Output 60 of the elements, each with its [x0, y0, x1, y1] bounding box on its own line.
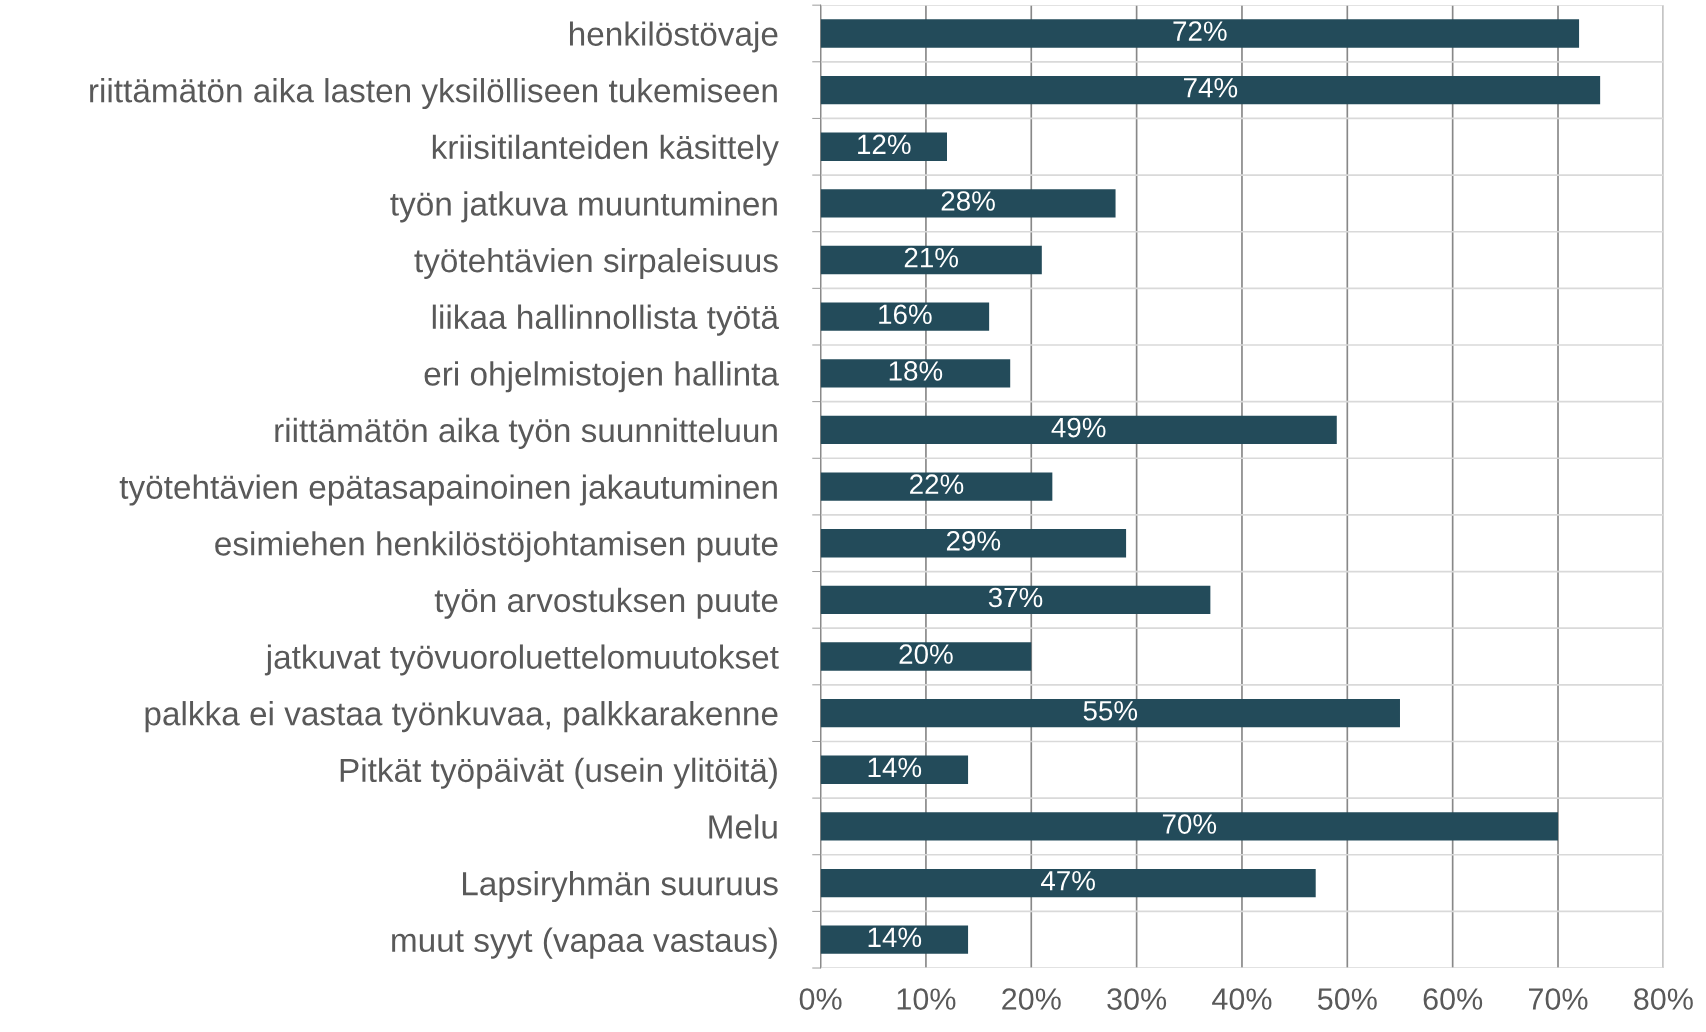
x-tick-label: 0% [799, 988, 842, 1010]
x-tick-label: 80% [1634, 988, 1693, 1010]
bar [820, 642, 1032, 671]
data-label: 29% [946, 531, 1001, 551]
data-label: 18% [889, 361, 943, 381]
bar [820, 472, 1053, 501]
y-tick-label: palkka ei vastaa työnkuvaa, palkkarakenne [145, 701, 778, 733]
data-label: 12% [858, 134, 911, 155]
data-label: 14% [868, 927, 922, 948]
data-label: 28% [941, 191, 995, 211]
data-label: 22% [910, 474, 964, 494]
data-label: 21% [904, 247, 959, 268]
data-label: 55% [1083, 701, 1138, 721]
x-tick-label: 50% [1317, 988, 1377, 1010]
data-label: 47% [1040, 870, 1095, 891]
data-label: 74% [1183, 78, 1238, 98]
y-tick-label: esimiehen henkilöstöjohtamisen puute [215, 531, 778, 563]
bar [820, 868, 1316, 898]
bar [820, 529, 1127, 558]
bar [820, 189, 1116, 218]
y-tick-label: työn jatkuva muuntuminen [390, 191, 777, 223]
y-tick-label: riittämätön aika lasten yksilölliseen tukemiseen [90, 78, 777, 110]
y-tick-label: jatkuvat työvuoroluettelomuutokset [264, 644, 779, 676]
y-tick-label: työtehtävien epätasapainoinen jakautuminen [119, 474, 777, 506]
y-tick-label: Lapsiryhmän suuruus [462, 870, 778, 903]
bar [820, 19, 1580, 48]
bar [820, 812, 1558, 841]
x-tick-label: 10% [897, 988, 956, 1010]
bar [820, 698, 1400, 728]
data-label: 49% [1051, 417, 1106, 438]
x-tick-label: 60% [1423, 988, 1483, 1010]
y-tick-label: Pitkät työpäivät (usein ylitöitä) [340, 757, 777, 789]
bar [820, 302, 990, 331]
data-label: 20% [899, 644, 953, 664]
y-tick-label: työtehtävien sirpaleisuus [414, 247, 778, 280]
y-tick-label: Melu [709, 814, 777, 839]
bar [820, 359, 1011, 388]
x-tick-label: 70% [1528, 988, 1588, 1010]
y-tick-label: työn arvostuksen puute [434, 587, 778, 619]
data-label: 72% [1173, 21, 1227, 41]
y-tick-label: muut syyt (vapaa vastaus) [392, 927, 777, 959]
bar [820, 245, 1042, 275]
bar [820, 925, 969, 954]
data-label: 37% [988, 587, 1043, 608]
bar [820, 75, 1601, 105]
y-tick-label: kriisitilanteiden käsittely [432, 134, 779, 166]
x-tick-label: 30% [1107, 988, 1167, 1010]
y-tick-label: liikaa hallinnollista työtä [432, 304, 779, 336]
y-tick-label: henkilöstövaje [570, 21, 778, 53]
data-label: 14% [868, 757, 922, 778]
x-tick-label: 20% [1002, 988, 1061, 1010]
y-tick-label: eri ohjelmistojen hallinta [424, 361, 779, 393]
y-tick-label: riittämätön aika työn suunnitteluun [275, 417, 777, 449]
data-label: 16% [879, 304, 932, 325]
bar [820, 755, 969, 784]
x-tick-label: 40% [1212, 988, 1272, 1010]
bar [820, 415, 1337, 445]
bar [820, 585, 1211, 615]
data-label: 70% [1162, 814, 1217, 834]
bar [820, 132, 947, 161]
